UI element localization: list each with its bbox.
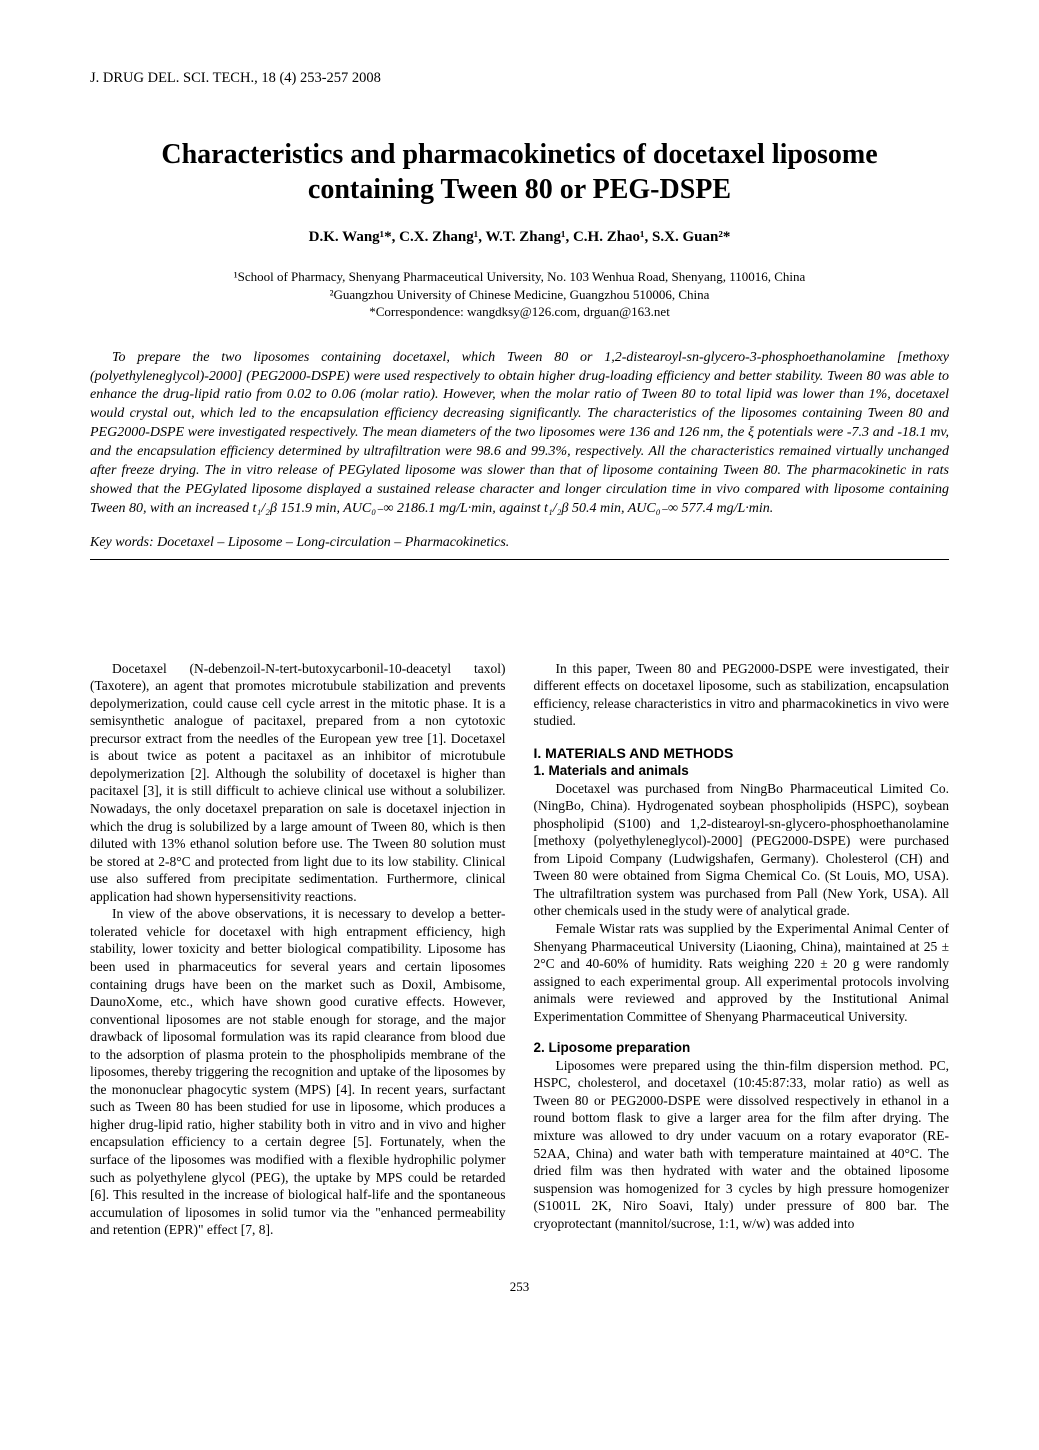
intro-para-3: In this paper, Tween 80 and PEG2000-DSPE…	[534, 660, 950, 730]
materials-para-1: Docetaxel was purchased from NingBo Phar…	[534, 780, 950, 920]
column-left: Docetaxel (N-debenzoil-N-tert-butoxycarb…	[90, 660, 506, 1239]
keywords: Key words: Docetaxel – Liposome – Long-c…	[90, 535, 949, 551]
affiliation-1: ¹School of Pharmacy, Shenyang Pharmaceut…	[90, 268, 949, 286]
article-title: Characteristics and pharmacokinetics of …	[90, 137, 949, 207]
section-heading-materials-methods: I. MATERIALS AND METHODS	[534, 744, 950, 762]
intro-para-2: In view of the above observations, it is…	[90, 905, 506, 1238]
correspondence: *Correspondence: wangdksy@126.com, drgua…	[90, 303, 949, 321]
authors-list: D.K. Wang¹*, C.X. Zhang¹, W.T. Zhang¹, C…	[90, 229, 949, 246]
page-number: 253	[90, 1279, 949, 1295]
subsection-heading-materials-animals: 1. Materials and animals	[534, 762, 950, 780]
affiliation-2: ²Guangzhou University of Chinese Medicin…	[90, 286, 949, 304]
title-line-2: containing Tween 80 or PEG-DSPE	[308, 174, 731, 205]
divider-line	[90, 559, 949, 560]
intro-para-1: Docetaxel (N-debenzoil-N-tert-butoxycarb…	[90, 660, 506, 906]
body-columns: Docetaxel (N-debenzoil-N-tert-butoxycarb…	[90, 660, 949, 1239]
affiliations: ¹School of Pharmacy, Shenyang Pharmaceut…	[90, 268, 949, 321]
journal-header: J. DRUG DEL. SCI. TECH., 18 (4) 253-257 …	[90, 70, 949, 87]
liposome-prep-para-1: Liposomes were prepared using the thin-f…	[534, 1057, 950, 1232]
abstract: To prepare the two liposomes containing …	[90, 349, 949, 519]
subsection-heading-liposome-preparation: 2. Liposome preparation	[534, 1039, 950, 1057]
column-right: In this paper, Tween 80 and PEG2000-DSPE…	[534, 660, 950, 1239]
materials-para-2: Female Wistar rats was supplied by the E…	[534, 920, 950, 1025]
title-line-1: Characteristics and pharmacokinetics of …	[161, 139, 877, 170]
